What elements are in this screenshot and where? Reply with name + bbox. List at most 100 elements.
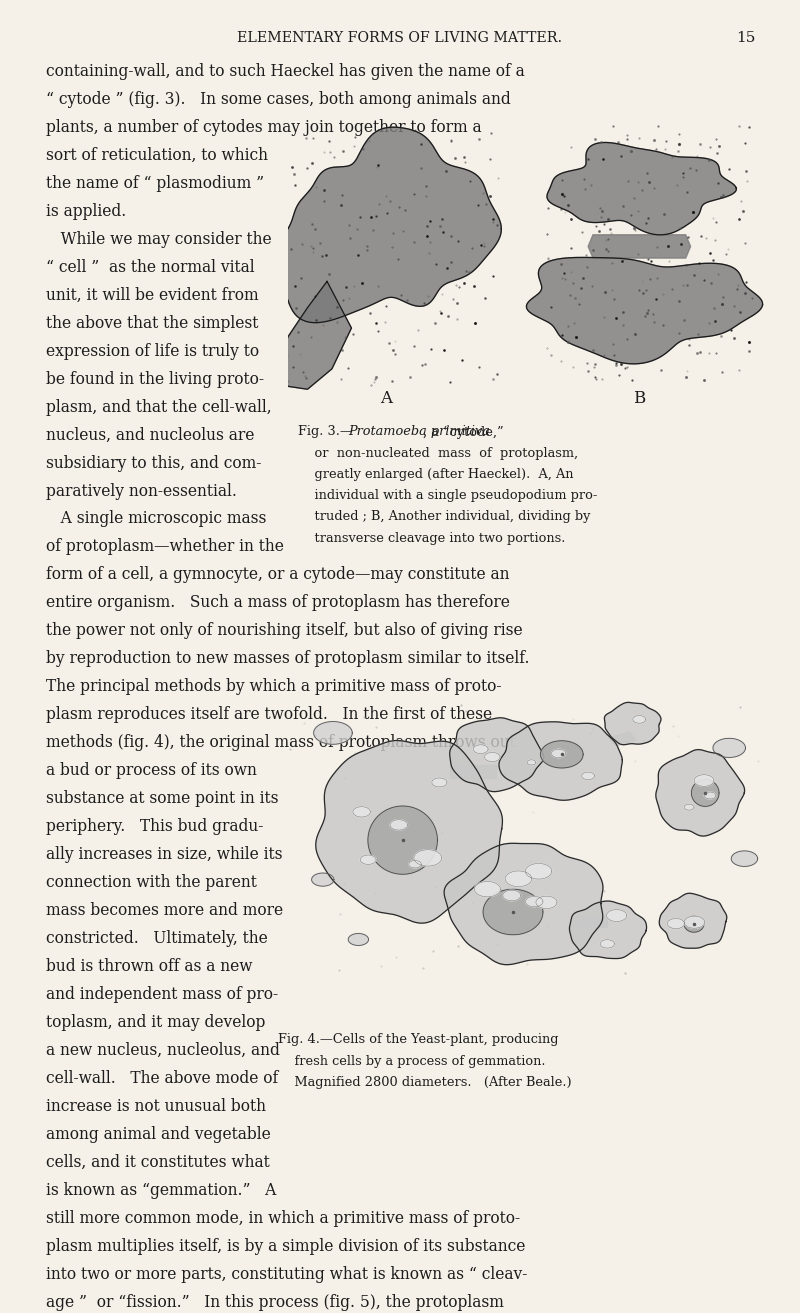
Text: A single microscopic mass: A single microscopic mass <box>46 511 266 528</box>
Polygon shape <box>348 934 369 945</box>
Text: cell-wall.   The above mode of: cell-wall. The above mode of <box>46 1070 278 1087</box>
Text: a new nucleus, nucleolus, and: a new nucleus, nucleolus, and <box>46 1043 279 1058</box>
Polygon shape <box>609 731 636 746</box>
Text: constricted.   Ultimately, the: constricted. Ultimately, the <box>46 930 267 947</box>
Polygon shape <box>605 702 661 744</box>
Text: containing-wall, and to such Haeckel has given the name of a: containing-wall, and to such Haeckel has… <box>46 63 524 80</box>
Text: Magnified 2800 diameters.   (After Beale.): Magnified 2800 diameters. (After Beale.) <box>278 1075 572 1088</box>
Polygon shape <box>582 772 594 780</box>
Text: Fig. 3.—: Fig. 3.— <box>298 425 353 439</box>
Text: ELEMENTARY FORMS OF LIVING MATTER.: ELEMENTARY FORMS OF LIVING MATTER. <box>238 32 562 45</box>
Polygon shape <box>577 916 607 927</box>
Polygon shape <box>526 257 762 364</box>
Polygon shape <box>684 916 704 932</box>
Polygon shape <box>474 881 501 897</box>
Text: 15: 15 <box>737 32 756 45</box>
Text: sort of reticulation, to which: sort of reticulation, to which <box>46 147 267 164</box>
Text: unit, it will be evident from: unit, it will be evident from <box>46 286 258 303</box>
Text: expression of life is truly to: expression of life is truly to <box>46 343 258 360</box>
Text: still more common mode, in which a primitive mass of proto-: still more common mode, in which a primi… <box>46 1209 520 1226</box>
Text: entire organism.   Such a mass of protoplasm has therefore: entire organism. Such a mass of protopla… <box>46 595 510 612</box>
Polygon shape <box>506 871 532 886</box>
Text: “ cytode ” (fig. 3).   In some cases, both among animals and: “ cytode ” (fig. 3). In some cases, both… <box>46 91 510 108</box>
Text: Protamoeba primitiva: Protamoeba primitiva <box>348 425 490 439</box>
Text: substance at some point in its: substance at some point in its <box>46 790 278 807</box>
Polygon shape <box>450 765 495 779</box>
Polygon shape <box>713 738 746 758</box>
Polygon shape <box>541 741 583 768</box>
Text: among animal and vegetable: among animal and vegetable <box>46 1125 270 1142</box>
Polygon shape <box>684 916 705 928</box>
Polygon shape <box>390 819 407 830</box>
Polygon shape <box>274 127 502 323</box>
Text: Fig. 4.—Cells of the Yeast-plant, producing: Fig. 4.—Cells of the Yeast-plant, produc… <box>278 1033 559 1046</box>
Polygon shape <box>502 890 521 901</box>
Polygon shape <box>600 940 614 948</box>
Polygon shape <box>704 792 716 798</box>
Polygon shape <box>278 281 351 389</box>
Polygon shape <box>485 752 500 762</box>
Polygon shape <box>684 805 694 810</box>
Text: greatly enlarged (after Haeckel).  A, An: greatly enlarged (after Haeckel). A, An <box>298 467 574 481</box>
Polygon shape <box>368 806 438 874</box>
Polygon shape <box>483 889 543 935</box>
Text: truded ; B, Another individual, dividing by: truded ; B, Another individual, dividing… <box>298 511 590 524</box>
Text: the power not only of nourishing itself, but also of giving rise: the power not only of nourishing itself,… <box>46 622 522 639</box>
Polygon shape <box>314 722 352 744</box>
Text: be found in the living proto-: be found in the living proto- <box>46 370 264 387</box>
Text: , a “cytode,”: , a “cytode,” <box>423 425 504 439</box>
Polygon shape <box>659 893 726 948</box>
Text: fresh cells by a process of gemmation.: fresh cells by a process of gemmation. <box>278 1054 546 1067</box>
Text: While we may consider the: While we may consider the <box>46 231 271 248</box>
Polygon shape <box>444 843 603 965</box>
Text: a bud or process of its own: a bud or process of its own <box>46 762 257 779</box>
Polygon shape <box>547 143 736 235</box>
Polygon shape <box>536 897 557 909</box>
Text: into two or more parts, constituting what is known as “ cleav-: into two or more parts, constituting wha… <box>46 1266 527 1283</box>
Text: “ cell ”  as the normal vital: “ cell ” as the normal vital <box>46 259 254 276</box>
Text: mass becomes more and more: mass becomes more and more <box>46 902 282 919</box>
Text: plasm reproduces itself are twofold.   In the first of these: plasm reproduces itself are twofold. In … <box>46 706 492 723</box>
Text: of protoplasm—whether in the: of protoplasm—whether in the <box>46 538 283 555</box>
Polygon shape <box>694 775 714 786</box>
Polygon shape <box>526 864 552 880</box>
Polygon shape <box>432 779 447 786</box>
Text: is applied.: is applied. <box>46 202 126 219</box>
Polygon shape <box>570 901 646 958</box>
Text: is known as “gemmation.”   A: is known as “gemmation.” A <box>46 1182 276 1199</box>
Text: transverse cleavage into two portions.: transverse cleavage into two portions. <box>298 532 566 545</box>
Polygon shape <box>474 744 488 754</box>
Polygon shape <box>588 235 690 259</box>
Text: plasm, and that the cell-wall,: plasm, and that the cell-wall, <box>46 399 271 416</box>
Polygon shape <box>409 860 422 868</box>
Polygon shape <box>606 910 626 922</box>
Polygon shape <box>731 851 758 867</box>
Text: plasm multiplies itself, is by a simple division of its substance: plasm multiplies itself, is by a simple … <box>46 1238 525 1255</box>
Polygon shape <box>691 780 719 806</box>
Polygon shape <box>316 741 502 923</box>
Text: The principal methods by which a primitive mass of proto-: The principal methods by which a primiti… <box>46 679 501 696</box>
Text: age ”  or “fission.”   In this process (fig. 5), the protoplasm: age ” or “fission.” In this process (fig… <box>46 1293 503 1310</box>
Polygon shape <box>656 750 745 836</box>
Text: and independent mass of pro-: and independent mass of pro- <box>46 986 278 1003</box>
Text: by reproduction to new masses of protoplasm similar to itself.: by reproduction to new masses of protopl… <box>46 650 529 667</box>
Text: plants, a number of cytodes may join together to form a: plants, a number of cytodes may join tog… <box>46 119 482 137</box>
Text: periphery.   This bud gradu-: periphery. This bud gradu- <box>46 818 263 835</box>
Text: the name of “ plasmodium ”: the name of “ plasmodium ” <box>46 175 264 192</box>
Polygon shape <box>667 919 685 928</box>
Text: individual with a single pseudopodium pro-: individual with a single pseudopodium pr… <box>298 490 598 503</box>
Text: paratively non-essential.: paratively non-essential. <box>46 482 237 499</box>
Polygon shape <box>633 716 646 723</box>
Text: cells, and it constitutes what: cells, and it constitutes what <box>46 1154 270 1171</box>
Text: methods (fig. 4), the original mass of protoplasm throws out: methods (fig. 4), the original mass of p… <box>46 734 515 751</box>
Polygon shape <box>526 897 543 907</box>
Text: increase is not unusual both: increase is not unusual both <box>46 1098 266 1115</box>
Polygon shape <box>499 722 622 800</box>
Polygon shape <box>312 873 334 886</box>
Text: or  non-nucleated  mass  of  protoplasm,: or non-nucleated mass of protoplasm, <box>298 446 578 460</box>
Polygon shape <box>551 750 566 758</box>
Text: form of a cell, a gymnocyte, or a cytode—may constitute an: form of a cell, a gymnocyte, or a cytode… <box>46 566 509 583</box>
Text: bud is thrown off as a new: bud is thrown off as a new <box>46 958 252 976</box>
Text: A: A <box>380 390 392 407</box>
Text: the above that the simplest: the above that the simplest <box>46 315 258 332</box>
